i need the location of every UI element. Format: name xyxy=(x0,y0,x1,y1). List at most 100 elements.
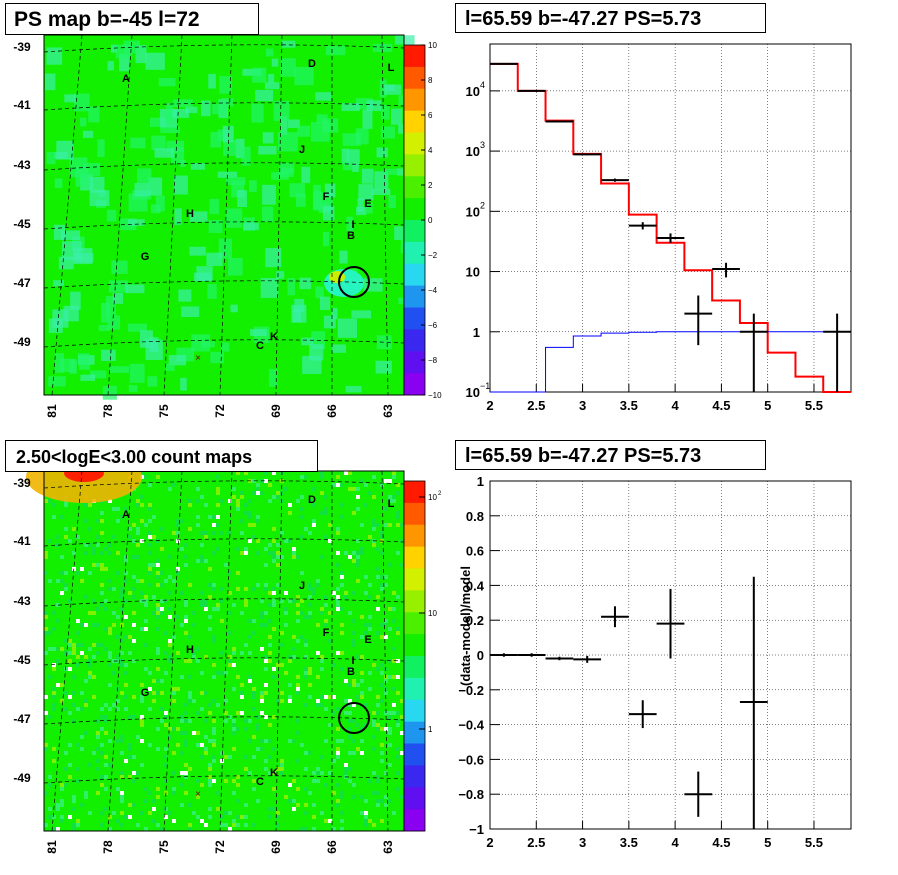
map-pixel xyxy=(356,495,360,499)
map-pixel xyxy=(72,719,76,723)
map-pixel xyxy=(212,607,216,611)
y-tick-exponent: 2 xyxy=(480,200,485,210)
map-pixel xyxy=(368,595,372,599)
map-pixel xyxy=(212,719,216,723)
map-pixel xyxy=(168,487,172,491)
map-pixel xyxy=(372,735,376,739)
map-pixel xyxy=(256,491,260,495)
map-pixel xyxy=(189,211,208,222)
map-pixel xyxy=(356,487,360,491)
map-pixel xyxy=(340,631,344,635)
lon-tick-label: 78 xyxy=(101,404,115,418)
y-tick-label: 1 xyxy=(473,325,480,340)
map-pixel xyxy=(388,799,392,803)
map-pixel xyxy=(388,715,392,719)
map-pixel xyxy=(372,519,376,523)
map-pixel xyxy=(264,667,268,671)
map-pixel xyxy=(140,579,144,583)
map-pixel xyxy=(68,775,72,779)
map-pixel xyxy=(120,639,124,643)
map-pixel xyxy=(376,803,380,807)
map-pixel xyxy=(192,651,196,655)
map-pixel xyxy=(368,623,372,627)
map-pixel xyxy=(340,795,344,799)
map-pixel xyxy=(89,370,107,379)
map-pixel xyxy=(352,164,359,172)
map-pixel xyxy=(308,791,312,795)
map-pixel xyxy=(120,799,124,803)
map-pixel xyxy=(316,583,320,587)
map-pixel xyxy=(248,539,252,543)
map-pixel xyxy=(292,555,296,559)
colorbar-tick-label: 10 xyxy=(428,41,437,50)
map-pixel xyxy=(276,823,280,827)
lat-tick-label: -45 xyxy=(13,217,31,231)
map-pixel xyxy=(165,363,175,371)
map-pixel xyxy=(272,587,276,591)
map-pixel xyxy=(310,122,330,142)
map-pixel xyxy=(236,571,240,575)
source-label: I xyxy=(351,219,354,231)
map-pixel xyxy=(288,539,292,543)
map-pixel xyxy=(112,623,116,627)
map-pixel xyxy=(324,619,328,623)
source-label: J xyxy=(299,144,305,156)
map-pixel xyxy=(168,575,172,579)
map-pixel xyxy=(116,707,120,711)
map-pixel xyxy=(276,811,280,815)
center-marker: × xyxy=(195,353,201,364)
map-pixel xyxy=(256,715,260,719)
map-pixel xyxy=(224,823,228,827)
map-pixel xyxy=(148,531,152,535)
map-pixel xyxy=(100,511,104,515)
map-pixel xyxy=(108,587,112,591)
colorbar-band xyxy=(404,568,425,591)
map-pixel xyxy=(260,599,264,603)
map-pixel xyxy=(69,157,88,178)
map-pixel xyxy=(364,591,368,595)
map-pixel xyxy=(104,627,108,631)
map-pixel xyxy=(352,511,356,515)
map-pixel xyxy=(60,787,64,791)
map-pixel xyxy=(216,515,220,519)
map-pixel xyxy=(384,667,388,671)
map-pixel xyxy=(220,599,224,603)
map-pixel xyxy=(56,807,60,811)
map-pixel xyxy=(296,603,300,607)
map-pixel xyxy=(228,811,232,815)
map-pixel xyxy=(44,631,48,635)
map-pixel xyxy=(348,667,352,671)
map-pixel xyxy=(352,551,356,555)
map-pixel xyxy=(360,671,364,675)
map-pixel xyxy=(196,515,200,519)
map-pixel xyxy=(116,615,120,619)
map-pixel xyxy=(56,827,60,831)
map-pixel xyxy=(380,535,384,539)
colorbar-band xyxy=(404,502,425,526)
map-pixel xyxy=(292,799,296,803)
map-pixel xyxy=(196,711,200,715)
map-pixel xyxy=(252,587,256,591)
map-pixel xyxy=(376,147,388,158)
map-pixel xyxy=(132,523,136,527)
map-pixel xyxy=(360,523,364,527)
x-tick-label: 4 xyxy=(672,835,680,850)
map-pixel xyxy=(152,535,156,539)
map-pixel xyxy=(52,503,56,507)
map-pixel xyxy=(340,571,344,575)
map-pixel xyxy=(84,595,88,599)
map-pixel xyxy=(380,727,384,731)
map-pixel xyxy=(396,491,400,495)
map-pixel xyxy=(98,324,110,332)
map-pixel xyxy=(344,471,348,475)
colorbar-band xyxy=(404,721,425,744)
map-pixel xyxy=(216,487,220,491)
map-pixel xyxy=(376,779,380,783)
map-pixel xyxy=(180,719,184,723)
colorbar-tick-label: −4 xyxy=(428,286,438,295)
map-pixel xyxy=(52,647,56,651)
map-pixel xyxy=(278,167,294,177)
map-pixel xyxy=(116,655,120,659)
map-pixel xyxy=(241,146,251,166)
colorbar-tick-label: 10 xyxy=(428,493,437,502)
